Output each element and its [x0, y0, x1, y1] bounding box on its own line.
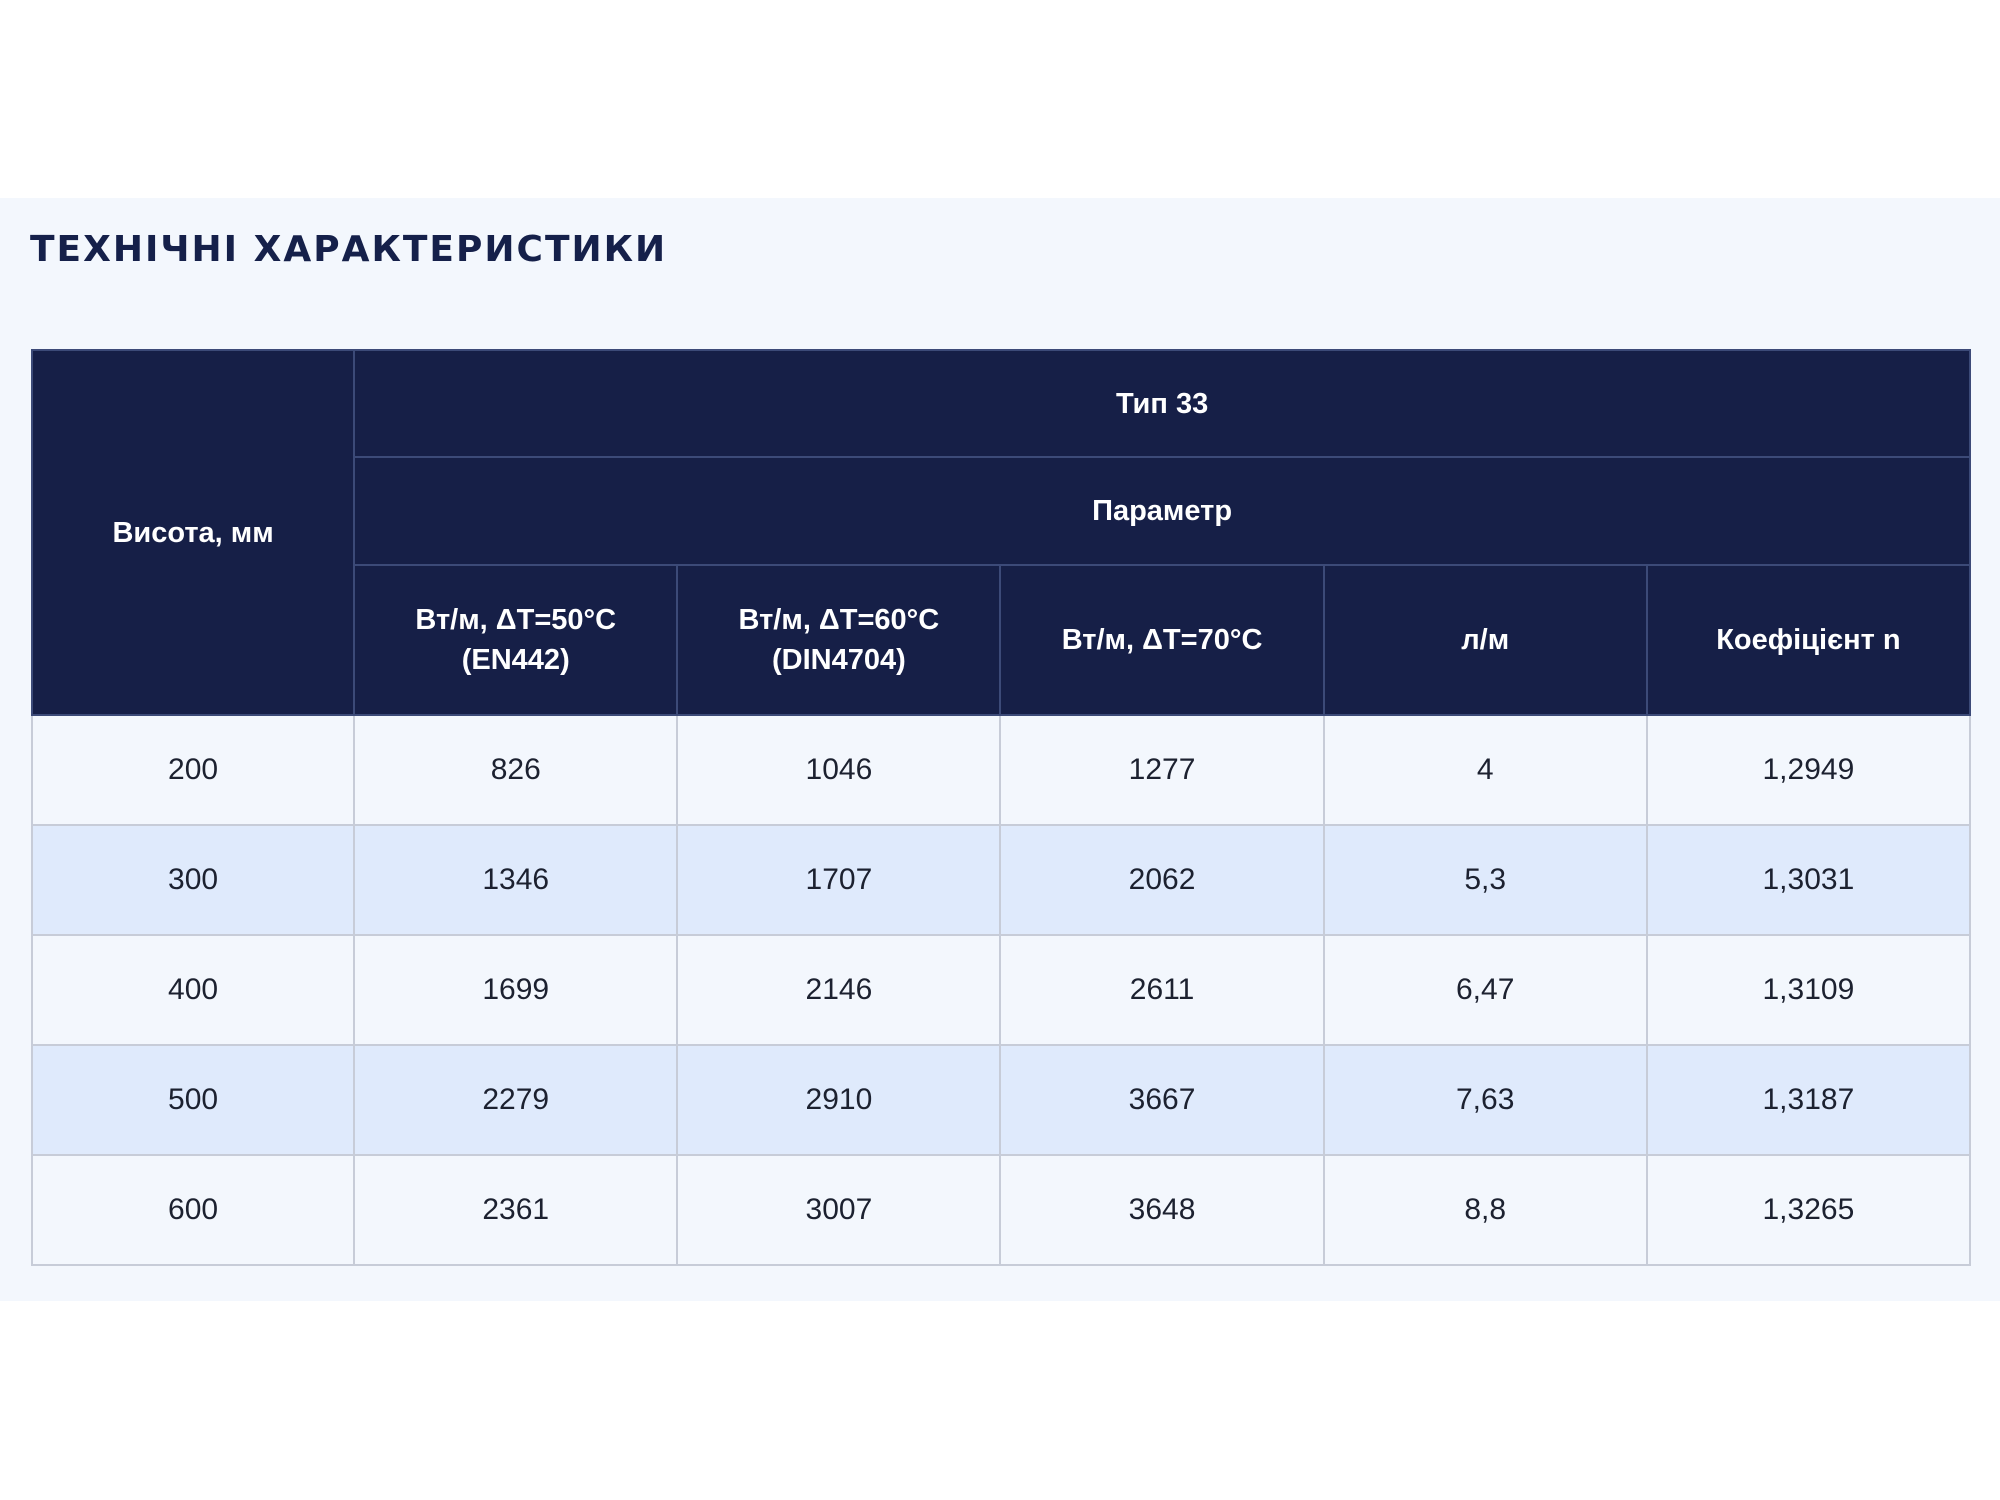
table-cell: 3007 — [676, 1154, 1002, 1266]
table-cell: 1,3109 — [1645, 934, 1972, 1046]
height-cell: 600 — [30, 1154, 356, 1266]
table-cell: 2062 — [999, 824, 1325, 936]
table-cell: 8,8 — [1322, 1154, 1648, 1266]
table-row: 600 2361 3007 3648 8,8 1,3265 — [30, 1154, 1972, 1266]
table-row: 500 2279 2910 3667 7,63 1,3187 — [30, 1044, 1972, 1156]
table-row: 400 1699 2146 2611 6,47 1,3109 — [30, 934, 1972, 1046]
table-cell: 1346 — [353, 824, 679, 936]
table-cell: 7,63 — [1322, 1044, 1648, 1156]
table-cell: 2611 — [999, 934, 1325, 1046]
table-row: 200 826 1046 1277 4 1,2949 — [30, 714, 1972, 826]
height-column-header: Висота, мм — [30, 349, 356, 716]
table-cell: 1,3187 — [1645, 1044, 1972, 1156]
column-header-w70: Вт/м, ΔT=70°C — [999, 564, 1325, 716]
type-header: Тип 33 — [353, 349, 1971, 458]
table-cell: 3648 — [999, 1154, 1325, 1266]
table-cell: 1277 — [999, 714, 1325, 826]
column-header-coefficient: Коефіцієнт n — [1645, 564, 1972, 716]
column-header-line: (EN442) — [461, 644, 570, 676]
section-title: ТЕХНІЧНІ ХАРАКТЕРИСТИКИ — [30, 229, 668, 270]
table-cell: 1046 — [676, 714, 1002, 826]
height-cell: 200 — [30, 714, 356, 826]
column-header-line: Вт/м, ΔT=50°C — [415, 604, 617, 636]
height-cell: 500 — [30, 1044, 356, 1156]
height-cell: 300 — [30, 824, 356, 936]
table-cell: 4 — [1322, 714, 1648, 826]
column-header-line: Вт/м, ΔT=60°C — [738, 604, 940, 636]
table-cell: 1707 — [676, 824, 1002, 936]
table-cell: 2146 — [676, 934, 1002, 1046]
table-row: 300 1346 1707 2062 5,3 1,3031 — [30, 824, 1972, 936]
column-header-w50: Вт/м, ΔT=50°C (EN442) — [353, 564, 679, 716]
height-cell: 400 — [30, 934, 356, 1046]
column-header-w60: Вт/м, ΔT=60°C (DIN4704) — [676, 564, 1002, 716]
table-cell: 1,3265 — [1645, 1154, 1972, 1266]
table-cell: 826 — [353, 714, 679, 826]
table-cell: 3667 — [999, 1044, 1325, 1156]
table-cell: 5,3 — [1322, 824, 1648, 936]
column-header-line: Вт/м, ΔT=70°C — [1061, 624, 1263, 656]
table-cell: 1,2949 — [1645, 714, 1972, 826]
column-header-line: л/м — [1461, 624, 1510, 656]
column-header-line: Коефіцієнт n — [1716, 624, 1901, 656]
column-header-volume: л/м — [1322, 564, 1648, 716]
column-header-line: (DIN4704) — [772, 644, 906, 676]
table-cell: 1699 — [353, 934, 679, 1046]
specs-table: Висота, мм Тип 33 Параметр Вт/м, ΔT=50°C… — [30, 349, 1972, 1266]
table-cell: 2361 — [353, 1154, 679, 1266]
table-cell: 2910 — [676, 1044, 1002, 1156]
table-cell: 2279 — [353, 1044, 679, 1156]
table-cell: 6,47 — [1322, 934, 1648, 1046]
parameter-header: Параметр — [353, 456, 1971, 566]
table-cell: 1,3031 — [1645, 824, 1972, 936]
